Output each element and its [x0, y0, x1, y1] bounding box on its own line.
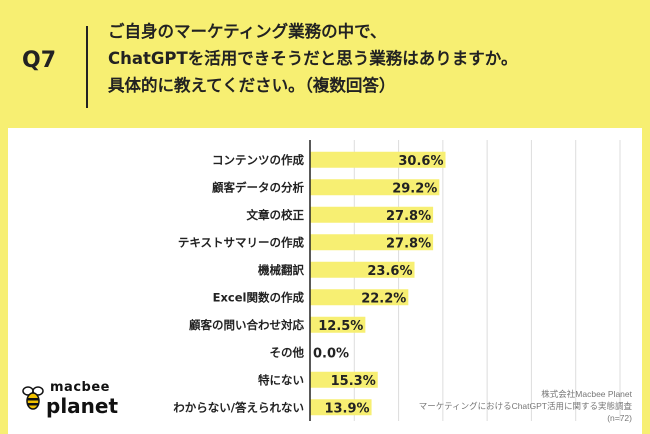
logo-bottom-text: planet	[46, 394, 119, 418]
bar	[310, 316, 366, 333]
value-label: 15.3%	[331, 374, 376, 389]
value-label: 12.5%	[318, 319, 363, 334]
value-label: 30.6%	[398, 154, 443, 169]
category-label: 特にない	[258, 373, 304, 387]
question-line: ChatGPTを活用できそうだと思う業務はありますか。	[108, 49, 518, 68]
category-label: コンテンツの作成	[212, 153, 304, 167]
question-line: ご自身のマーケティング業務の中で、	[108, 22, 387, 41]
q-label: Q7	[22, 48, 57, 73]
logo-top-text: macbee	[50, 380, 110, 395]
logo: macbee planet	[16, 378, 126, 422]
category-label: その他	[270, 345, 305, 359]
value-label: 0.0%	[313, 346, 349, 361]
bar	[310, 399, 372, 416]
source-line: 株式会社Macbee Planet	[541, 389, 632, 399]
question-line: 具体的に教えてください。（複数回答）	[108, 76, 396, 95]
category-label: 機械翻訳	[258, 263, 304, 277]
category-label: テキストサマリーの作成	[178, 235, 305, 249]
value-label: 23.6%	[367, 264, 412, 279]
bar	[310, 151, 446, 168]
bar	[310, 261, 415, 278]
bar	[310, 289, 409, 306]
category-label: 文章の校正	[247, 208, 305, 222]
category-label: わからない/答えられない	[173, 400, 304, 414]
category-label: 顧客の問い合わせ対応	[189, 318, 304, 332]
header-divider	[86, 26, 88, 108]
bar-chart: コンテンツの作成 30.6% 顧客データの分析 29.2% 文章の校正 27.8% テキスト…	[173, 140, 621, 421]
chart-panel: コンテンツの作成 30.6% 顧客データの分析 29.2% 文章の校正 27.8% テキスト…	[8, 128, 642, 434]
value-label: 13.9%	[324, 401, 369, 416]
source-line: マーケティングにおけるChatGPT活用に関する実態調査	[418, 401, 632, 411]
value-label: 22.2%	[361, 291, 406, 306]
bar	[310, 206, 434, 223]
value-label: 29.2%	[392, 181, 437, 196]
question-text: ご自身のマーケティング業務の中で、 ChatGPTを活用できそうだと思う業務はあ…	[108, 18, 628, 99]
category-label: 顧客データの分析	[212, 180, 304, 194]
bar	[310, 371, 378, 388]
value-label: 27.8%	[386, 209, 431, 224]
source-line: (n=72)	[607, 413, 632, 423]
source-note: 株式会社Macbee Planet マーケティングにおけるChatGPT活用に関…	[419, 388, 632, 424]
bar	[310, 234, 434, 251]
category-label: Excel関数の作成	[213, 290, 305, 304]
value-label: 27.8%	[386, 236, 431, 251]
bar	[310, 179, 440, 196]
bee-icon	[22, 386, 44, 410]
